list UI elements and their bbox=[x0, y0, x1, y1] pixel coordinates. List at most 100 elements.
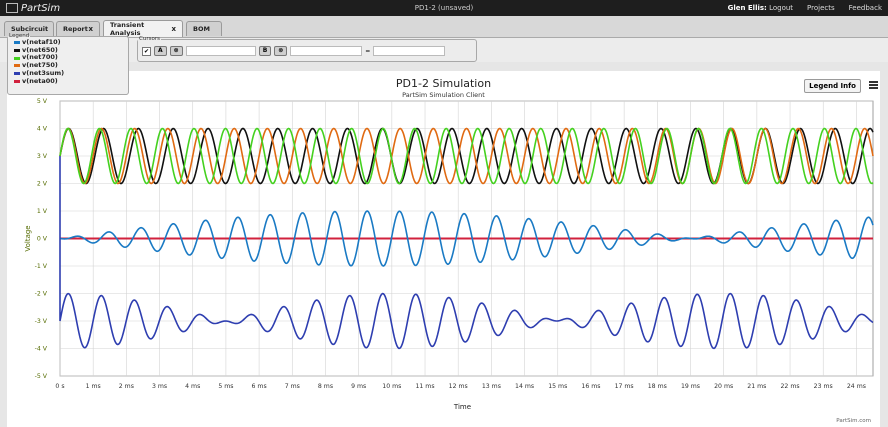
series-line-v(net650) bbox=[59, 127, 874, 185]
chart-title: PD1-2 Simulation bbox=[395, 77, 492, 90]
clear-a-icon[interactable]: ⊗ bbox=[169, 46, 183, 56]
x-tick-label: 6 ms bbox=[252, 383, 267, 390]
user-link[interactable]: Glen Ellis: Logout bbox=[727, 4, 794, 12]
swatch-icon bbox=[14, 79, 20, 83]
logo-text: PartSim bbox=[21, 2, 61, 14]
x-tick-label: 16 ms bbox=[581, 383, 600, 390]
tab-label: Subcircuit bbox=[11, 25, 49, 33]
swatch-icon bbox=[14, 56, 20, 60]
swatch-icon bbox=[14, 72, 20, 76]
y-tick-label: 1 V bbox=[37, 208, 48, 215]
y-tick-label: 0 V bbox=[37, 236, 48, 243]
swatch-icon bbox=[14, 64, 20, 68]
legend-item-label: v(netaf10) bbox=[22, 38, 61, 46]
series-line-v(net700) bbox=[59, 127, 874, 185]
x-tick-label: 14 ms bbox=[515, 383, 534, 390]
x-tick-label: 10 ms bbox=[382, 383, 401, 390]
clear-b-icon[interactable]: ⊗ bbox=[274, 46, 288, 56]
legend-panel-title: Legend bbox=[9, 33, 30, 39]
cursor-delta-value[interactable] bbox=[373, 46, 446, 56]
x-tick-label: 15 ms bbox=[548, 383, 567, 390]
series-line-v(net3sum) bbox=[59, 156, 874, 350]
legend-item[interactable]: v(net3sum) bbox=[14, 68, 128, 78]
legend-item[interactable]: v(net700) bbox=[14, 54, 128, 62]
document-title: PD1-2 (unsaved) bbox=[414, 4, 474, 12]
x-tick-label: 22 ms bbox=[780, 383, 799, 390]
x-tick-label: 7 ms bbox=[285, 383, 300, 390]
x-tick-label: 11 ms bbox=[415, 383, 434, 390]
close-icon[interactable]: x bbox=[88, 25, 93, 33]
x-axis-label: Time bbox=[453, 403, 471, 411]
x-tick-label: 20 ms bbox=[714, 383, 733, 390]
y-tick-label: 5 V bbox=[37, 98, 48, 105]
chip-icon bbox=[6, 3, 18, 13]
cursors-title: Cursors bbox=[139, 36, 160, 42]
y-tick-label: 2 V bbox=[37, 181, 48, 188]
y-tick-label: -5 V bbox=[35, 373, 48, 380]
x-tick-label: 19 ms bbox=[681, 383, 700, 390]
plot-area: PD1-2 Simulation PartSim Simulation Clie… bbox=[7, 71, 880, 427]
x-tick-label: 21 ms bbox=[747, 383, 766, 390]
legend-item[interactable]: v(netaf10) bbox=[14, 38, 128, 47]
legend-item-label: v(net750) bbox=[22, 61, 58, 70]
transient-chart[interactable]: 0 s 1 ms 2 ms 3 ms 4 ms 5 ms 6 ms 7 ms 8 ms 9 ms 1… bbox=[7, 71, 880, 427]
legend-item[interactable]: v(neta00) bbox=[14, 76, 128, 86]
y-axis-label: Voltage bbox=[24, 225, 32, 251]
x-tick-label: 3 ms bbox=[152, 383, 167, 390]
tab-report[interactable]: Report x bbox=[56, 21, 100, 36]
x-tick-label: 12 ms bbox=[449, 383, 468, 390]
logout-link[interactable]: Logout bbox=[769, 4, 794, 12]
credit-text: PartSim.com bbox=[836, 418, 871, 424]
y-tick-label: -4 V bbox=[35, 346, 48, 353]
cursor-b-value[interactable] bbox=[290, 46, 363, 56]
top-bar: PartSim PD1-2 (unsaved) Glen Ellis: Logo… bbox=[0, 0, 888, 16]
legend-item-label: v(neta00) bbox=[22, 76, 58, 85]
x-tick-label: 0 s bbox=[55, 383, 64, 390]
close-icon[interactable]: x bbox=[171, 25, 176, 33]
x-tick-label: 23 ms bbox=[814, 383, 833, 390]
cursor-a-button[interactable]: A bbox=[154, 46, 167, 56]
y-tick-label: -3 V bbox=[35, 318, 48, 325]
legend-item-label: v(net700) bbox=[22, 53, 58, 62]
cursor-b-button[interactable]: B bbox=[258, 46, 272, 56]
legend-item-label: v(net650) bbox=[22, 45, 58, 54]
legend-item-label: v(net3sum) bbox=[22, 68, 65, 77]
y-tick-label: 3 V bbox=[37, 153, 48, 160]
x-tick-label: 4 ms bbox=[185, 383, 200, 390]
legend-info-button[interactable]: Legend Info bbox=[804, 79, 861, 93]
cursors-panel: Cursors ✔ A ⊗ B ⊗ = bbox=[137, 36, 477, 62]
y-tick-label: 4 V bbox=[37, 126, 48, 133]
swatch-icon bbox=[14, 41, 20, 45]
x-tick-label: 1 ms bbox=[86, 383, 101, 390]
projects-link[interactable]: Projects bbox=[807, 4, 835, 12]
legend-panel: Legend v(netaf10) v(net650) v(net700) v(… bbox=[7, 33, 129, 95]
cursor-a-value[interactable] bbox=[185, 46, 256, 56]
menu-icon[interactable] bbox=[869, 81, 878, 91]
equals-sign: = bbox=[365, 47, 371, 55]
top-links: Glen Ellis: Logout Projects Feedback bbox=[728, 4, 882, 12]
swatch-icon bbox=[14, 49, 20, 53]
x-tick-label: 8 ms bbox=[318, 383, 333, 390]
y-tick-label: -1 V bbox=[35, 263, 48, 270]
chart-subtitle: PartSim Simulation Client bbox=[402, 91, 485, 99]
feedback-link[interactable]: Feedback bbox=[848, 4, 882, 12]
series-line-v(net750) bbox=[59, 127, 874, 185]
series-line-v(netaf10) bbox=[59, 210, 874, 267]
legend-item[interactable]: v(net650) bbox=[14, 45, 128, 55]
x-tick-label: 18 ms bbox=[648, 383, 667, 390]
tab-subcircuit[interactable]: Subcircuit bbox=[4, 21, 54, 36]
x-tick-label: 2 ms bbox=[119, 383, 134, 390]
cursor-enable-checkbox[interactable]: ✔ bbox=[142, 46, 151, 56]
y-tick-label: -2 V bbox=[35, 291, 48, 298]
tab-label: BOM bbox=[193, 25, 210, 33]
tab-bom[interactable]: BOM bbox=[186, 21, 222, 36]
x-tick-label: 13 ms bbox=[482, 383, 501, 390]
tab-label: Report bbox=[63, 25, 88, 33]
legend-item[interactable]: v(net750) bbox=[14, 61, 128, 70]
x-tick-label: 9 ms bbox=[351, 383, 366, 390]
partsim-logo[interactable]: PartSim bbox=[6, 1, 60, 15]
x-tick-label: 5 ms bbox=[218, 383, 233, 390]
x-tick-label: 17 ms bbox=[615, 383, 634, 390]
x-tick-label: 24 ms bbox=[847, 383, 866, 390]
